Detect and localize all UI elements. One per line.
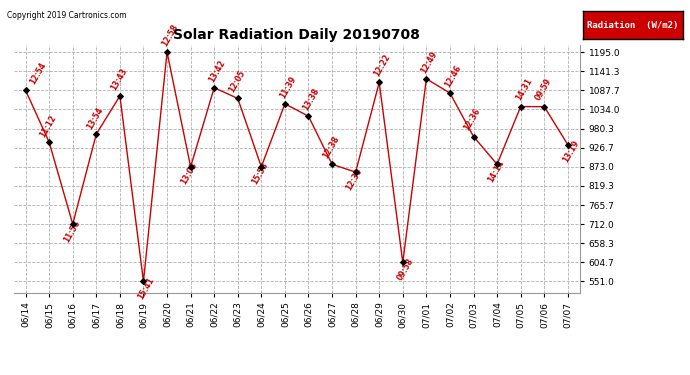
Point bbox=[350, 169, 361, 175]
Point bbox=[491, 161, 502, 167]
Point bbox=[256, 164, 267, 170]
Text: 15:41: 15:41 bbox=[137, 276, 157, 301]
Text: Radiation  (W/m2): Radiation (W/m2) bbox=[587, 21, 679, 30]
Text: Copyright 2019 Cartronics.com: Copyright 2019 Cartronics.com bbox=[7, 11, 126, 20]
Text: 13:38: 13:38 bbox=[302, 87, 322, 112]
Text: 12:36: 12:36 bbox=[462, 107, 482, 132]
Text: 13:19: 13:19 bbox=[561, 139, 581, 164]
Point bbox=[279, 101, 290, 107]
Text: 13:03: 13:03 bbox=[179, 161, 199, 186]
Text: 12:38: 12:38 bbox=[321, 135, 341, 160]
Text: 12:46: 12:46 bbox=[443, 63, 463, 89]
Text: 14:14: 14:14 bbox=[486, 158, 506, 184]
Point bbox=[421, 76, 432, 82]
Text: 11:39: 11:39 bbox=[278, 74, 298, 100]
Text: 13:43: 13:43 bbox=[109, 66, 128, 92]
Point bbox=[233, 95, 244, 101]
Point bbox=[115, 93, 126, 99]
Point bbox=[444, 90, 455, 96]
Text: 13:54: 13:54 bbox=[85, 106, 105, 131]
Point bbox=[91, 131, 102, 137]
Text: 12:49: 12:49 bbox=[420, 49, 440, 75]
Point bbox=[374, 80, 385, 86]
Point bbox=[562, 142, 573, 148]
Point bbox=[20, 87, 31, 93]
Point bbox=[161, 49, 172, 55]
Point bbox=[468, 134, 479, 140]
Text: 14:31: 14:31 bbox=[514, 77, 533, 102]
Text: 11:56: 11:56 bbox=[61, 218, 81, 244]
Text: 09:59: 09:59 bbox=[533, 77, 553, 102]
Text: 12:30: 12:30 bbox=[344, 166, 364, 192]
Point bbox=[208, 85, 219, 91]
Text: 12:05: 12:05 bbox=[226, 69, 246, 94]
Text: 12:58: 12:58 bbox=[160, 22, 180, 48]
Point bbox=[397, 260, 408, 266]
Point bbox=[138, 279, 149, 285]
Point bbox=[303, 113, 314, 119]
Point bbox=[43, 139, 55, 145]
Text: 15:58: 15:58 bbox=[250, 161, 270, 186]
Title: Solar Radiation Daily 20190708: Solar Radiation Daily 20190708 bbox=[173, 28, 420, 42]
Text: 11:12: 11:12 bbox=[38, 114, 58, 140]
Text: 12:54: 12:54 bbox=[28, 61, 48, 86]
Point bbox=[326, 161, 337, 167]
Text: 09:58: 09:58 bbox=[396, 256, 415, 282]
Point bbox=[515, 104, 526, 110]
Text: 13:42: 13:42 bbox=[207, 58, 227, 84]
Point bbox=[185, 164, 196, 170]
Text: 12:22: 12:22 bbox=[373, 53, 392, 78]
Point bbox=[67, 221, 78, 227]
Point bbox=[539, 104, 550, 110]
